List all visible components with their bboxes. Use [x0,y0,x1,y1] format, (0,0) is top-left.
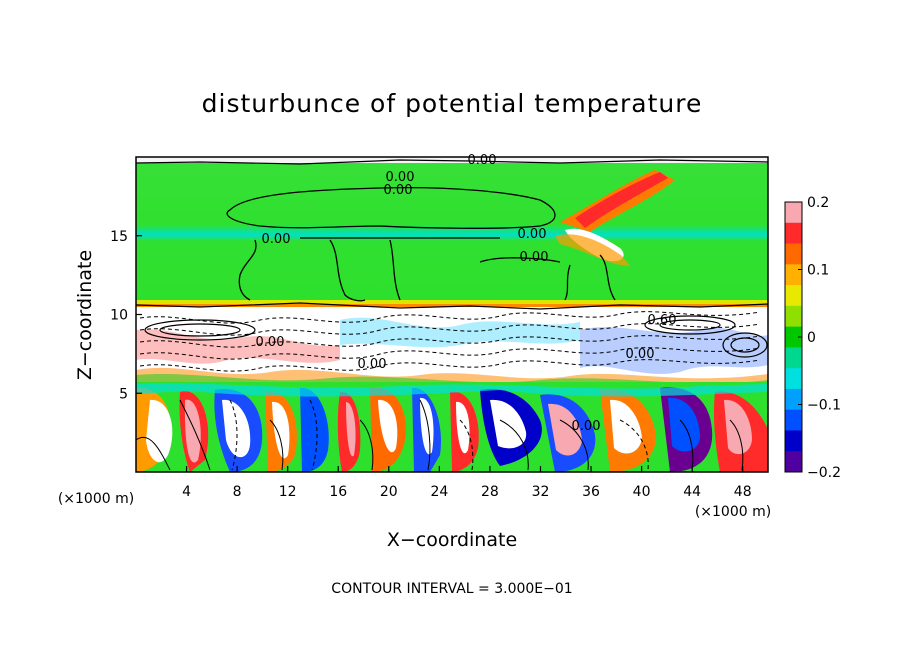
x-tick-label: 24 [430,484,448,500]
colorbar-labels: 0.2 0.1 0 −0.1 −0.2 [798,195,841,481]
contour-interval-note: CONTOUR INTERVAL = 3.000E−01 [331,581,572,597]
contour-label: 0.00 [572,419,601,434]
colorbar-segment [785,388,802,411]
x-tick-label: 12 [279,484,297,500]
colorbar-segment [785,202,802,224]
lower-layer-blobs [136,383,768,472]
colorbar-segment [785,368,802,390]
contour-labels: 0.00 0.00 0.00 0.00 0.00 0.00 0.00 0.60 … [256,153,677,434]
colorbar-segment [785,430,802,452]
x-tick-label: 44 [683,484,701,500]
contour-label: 0.00 [518,227,547,242]
colorbar-tick-label: −0.1 [807,398,841,414]
x-tick-label: 36 [582,484,600,500]
y-axis-unit: (×1000 m) [58,491,134,507]
colorbar-segment [785,243,802,265]
contour-label: 0.00 [468,153,497,168]
colorbar-segment [785,347,802,369]
mixed-layer-contours [139,311,761,372]
top-edge-contour [136,159,768,165]
x-tick-label: 4 [182,484,191,500]
colorbar-tick-label: 0.2 [807,195,829,211]
colorbar-segment [785,409,802,431]
top-edge-band [136,157,768,163]
contour-label: 0.00 [256,335,285,350]
contour-label: 0.60 [648,313,677,328]
colorbar-segment [785,305,802,328]
colorbar-segment [785,222,802,245]
mixed-layer-solid-contours [136,302,768,358]
contour-label: 0.00 [520,250,549,265]
x-tick-label: 16 [329,484,347,500]
upper-layer-contours [226,186,616,302]
colorbar-segment [785,264,802,286]
mixed-layer-colors [136,317,768,388]
colorbar-tick-label: 0.1 [807,263,829,279]
colorbar-segment [785,326,802,348]
colorbar-segment [785,285,802,307]
colorbar-tick-label: 0 [807,330,816,346]
x-tick-label: 48 [734,484,752,500]
colorbar [784,201,803,473]
x-axis-ticks: 4 8 12 16 20 24 28 32 36 40 44 48 [182,466,752,500]
x-axis-label: X−coordinate [387,529,517,551]
y-axis-ticks: 5 10 15 [110,229,142,402]
y-tick-label: 10 [110,308,128,324]
contour-label: 0.00 [386,170,415,185]
plume-streak-orange [555,234,630,266]
y-tick-label: 15 [110,229,128,245]
colorbar-segment [785,451,802,473]
contour-label: 0.00 [384,183,413,198]
colorbar-tick-label: −0.2 [807,465,841,481]
x-tick-label: 20 [380,484,398,500]
plot-area [136,157,768,472]
chart-title: disturbunce of potential temperature [202,89,703,118]
plume-streak-core [575,172,668,228]
lower-layer-contours [136,399,744,471]
y-axis-label: Z−coordinate [74,250,96,380]
x-tick-label: 40 [633,484,651,500]
contour-label: 0.00 [626,347,655,362]
contour-label: 0.00 [358,357,387,372]
x-tick-label: 8 [233,484,242,500]
x-axis-unit: (×1000 m) [695,504,771,520]
mixed-layer [136,307,768,382]
y-tick-label: 5 [119,386,128,402]
x-tick-label: 32 [532,484,550,500]
x-tick-label: 28 [481,484,499,500]
contour-label: 0.00 [262,232,291,247]
